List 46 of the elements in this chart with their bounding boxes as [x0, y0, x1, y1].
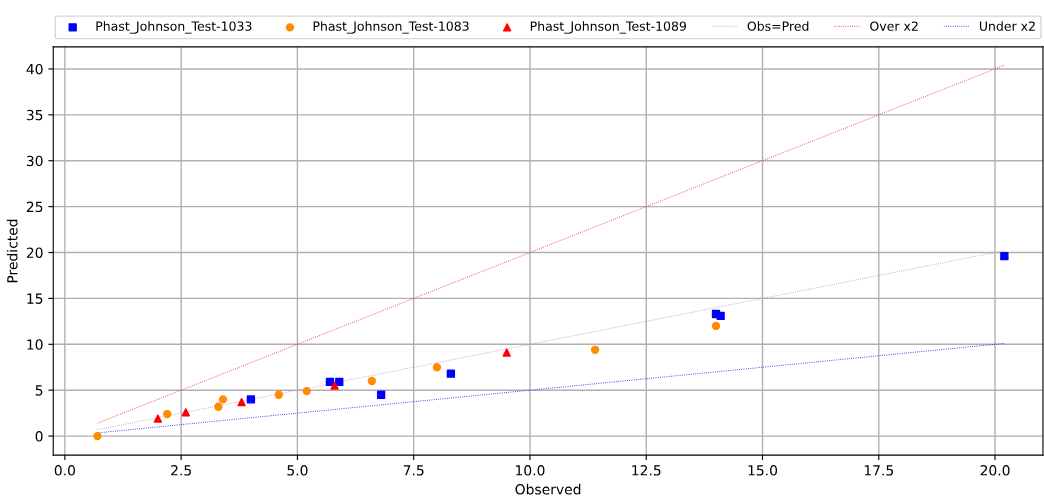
- point: [274, 390, 283, 399]
- point: [237, 397, 246, 407]
- x-tick-label: 0.0: [54, 465, 75, 476]
- legend-label: Phast_Johnson_Test-1083: [313, 21, 469, 34]
- legend-label: Under x2: [979, 21, 1035, 31]
- point: [246, 395, 256, 404]
- point: [153, 414, 163, 423]
- point: [716, 311, 725, 321]
- legend-label: Phast_Johnson_Test-1089: [530, 21, 687, 34]
- point: [590, 345, 600, 354]
- y-tick-label: 30: [26, 155, 43, 167]
- x-tick-label: 12.5: [632, 465, 661, 476]
- point: [367, 376, 376, 386]
- point: [181, 408, 190, 417]
- point: [93, 431, 102, 441]
- point: [1000, 252, 1009, 261]
- point: [330, 381, 339, 390]
- y-axis-title: Predicted: [6, 219, 18, 283]
- legend-label: Phast_Johnson_Test-1033: [96, 21, 252, 34]
- point: [376, 390, 386, 399]
- y-tick-label: 25: [26, 201, 43, 213]
- x-tick-label: 20.0: [980, 465, 1010, 476]
- point: [432, 363, 442, 372]
- x-tick-label: 5.0: [287, 465, 308, 476]
- point: [711, 321, 721, 331]
- x-tick-label: 15.0: [748, 465, 778, 476]
- legend-label: Over x2: [870, 21, 918, 31]
- point: [218, 395, 228, 404]
- x-tick-label: 17.5: [864, 465, 894, 476]
- point: [502, 348, 511, 357]
- x-tick-label: 2.5: [171, 465, 191, 476]
- x-axis-title: Observed: [515, 483, 581, 495]
- x-tick-label: 10.0: [516, 465, 545, 476]
- y-tick-label: 40: [26, 63, 43, 75]
- point: [214, 402, 223, 411]
- y-tick-label: 35: [26, 109, 43, 121]
- point: [446, 369, 456, 378]
- x-tick-label: 7.5: [403, 465, 424, 476]
- point: [163, 409, 172, 419]
- legend-label: Obs=Pred: [747, 21, 809, 31]
- point: [302, 386, 311, 396]
- y-tick-label: 15: [27, 293, 43, 304]
- y-tick-label: 5: [35, 385, 43, 396]
- y-tick-label: 0: [35, 431, 43, 442]
- y-tick-label: 10: [27, 339, 43, 350]
- y-tick-label: 20: [26, 247, 43, 258]
